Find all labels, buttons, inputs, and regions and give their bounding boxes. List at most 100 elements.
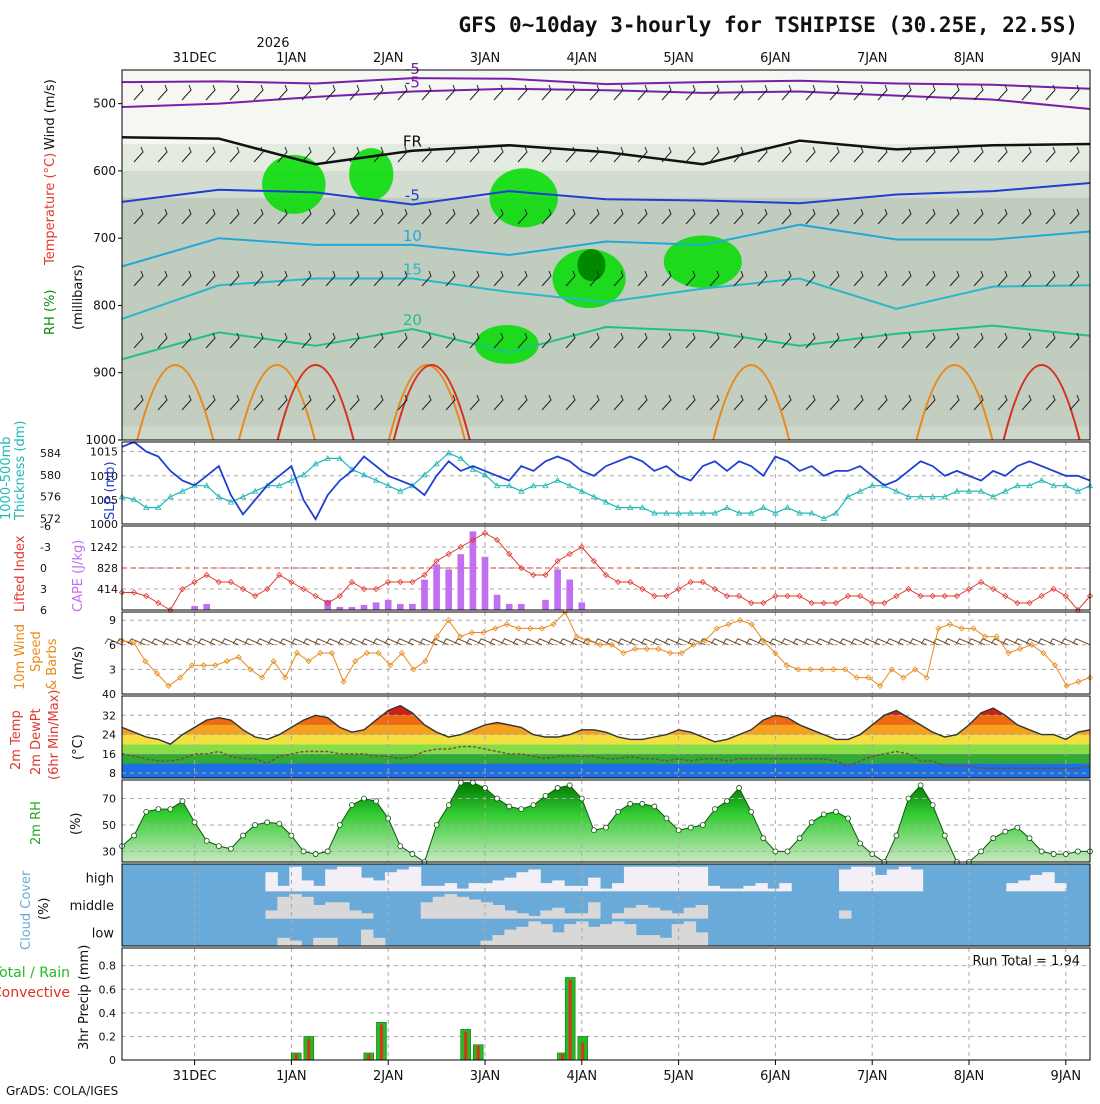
- rh2m-line-point: [603, 824, 609, 831]
- year-label: 2026: [256, 36, 289, 51]
- rh2m-line-point: [990, 835, 997, 842]
- lifted-index-line-point: [639, 585, 646, 593]
- wind-barb: [829, 84, 840, 101]
- wind-barb: [541, 332, 552, 349]
- wind-barb: [661, 270, 672, 287]
- wind-barb: [853, 208, 864, 225]
- thickness-line-point: [276, 482, 283, 489]
- lifted-index-line-point: [917, 592, 924, 600]
- thickness-line-point: [336, 455, 343, 461]
- cloud-cell: [659, 866, 673, 892]
- wind-barb: [397, 84, 408, 101]
- cloud-cell: [695, 866, 709, 892]
- cloud-cell: [731, 888, 744, 892]
- cloud-cell: [683, 907, 697, 919]
- wind-barb: [589, 146, 600, 163]
- rh-green-zone: [489, 168, 558, 228]
- wind-barb: [205, 146, 216, 163]
- wind-barb: [901, 208, 912, 225]
- wind-barb: [685, 84, 696, 101]
- thickness-line-point: [748, 509, 755, 516]
- thickness-line-point: [784, 504, 791, 511]
- wind-barb: [157, 332, 168, 349]
- cloud-cell: [504, 877, 517, 892]
- lifted-index-line-point: [687, 578, 694, 586]
- lifted-index-line-point: [1002, 592, 1009, 600]
- wind-barb: [829, 146, 840, 163]
- lifted-index-line-point: [590, 557, 597, 565]
- wind-speed-line-point: [900, 674, 907, 681]
- rh2m-line-point: [240, 832, 246, 839]
- wind-barb: [493, 394, 504, 411]
- rh2m-tick-label: 50: [102, 819, 116, 832]
- wind-barb: [781, 270, 792, 287]
- cloud-cell: [611, 883, 625, 892]
- thickness-line-point: [929, 493, 936, 500]
- contour-label: 15: [403, 261, 422, 279]
- cloud-cell: [516, 913, 529, 919]
- wind-barb: [949, 146, 960, 163]
- wind-barb: [181, 332, 192, 349]
- wind-barb: [637, 394, 648, 411]
- wind-barb: [685, 394, 696, 411]
- wind-speed-line-point: [643, 645, 650, 652]
- rh2m-line-point: [1038, 848, 1045, 855]
- rh2m-line-point: [131, 832, 138, 839]
- wind-barb: [877, 270, 888, 287]
- thickness-line-point: [360, 471, 368, 478]
- wind-speed-line-point: [608, 641, 615, 648]
- cape-bar: [481, 556, 489, 610]
- pressure-tick-label: 800: [93, 298, 116, 312]
- cloud-cell: [635, 905, 649, 919]
- lifted-index-line-point: [481, 529, 489, 537]
- thickness-line-point: [917, 493, 924, 500]
- cloud-cell: [552, 880, 565, 892]
- wind-barb: [637, 208, 648, 225]
- wind-barb: [877, 332, 888, 349]
- cape-bar: [384, 599, 392, 610]
- wind-barb: [589, 208, 600, 225]
- wind-speed-line-point: [235, 654, 242, 661]
- wind-barb: [757, 332, 768, 349]
- cape-bar: [566, 579, 574, 610]
- thickness-line-point: [869, 482, 876, 489]
- wind-barb: [805, 270, 816, 287]
- wind-barb: [877, 84, 888, 101]
- cloud-cell: [600, 924, 613, 946]
- wind-speed-line-point: [445, 617, 452, 624]
- thickness-line-point: [675, 509, 682, 516]
- cloud-cell: [1054, 883, 1067, 892]
- thickness-line-point: [941, 493, 948, 500]
- lifted-index-line-point: [772, 592, 779, 600]
- wind-speed-line-point: [853, 674, 860, 681]
- cloud-cell: [337, 866, 350, 892]
- wind-speed-line-point: [877, 682, 884, 689]
- rh2m-line-point: [518, 806, 525, 812]
- cloud-cell: [492, 880, 505, 892]
- precip-convective-bar: [568, 979, 572, 1060]
- temperature-band: [122, 734, 1090, 745]
- cloud-cell: [372, 880, 386, 892]
- cloud-cell: [528, 915, 541, 919]
- cloud-cell: [623, 866, 637, 892]
- wind-barb: [133, 394, 144, 411]
- wind-barb: [757, 84, 768, 101]
- wind-barb: [253, 84, 264, 101]
- wind-barb: [709, 208, 720, 225]
- wind-barb: [301, 146, 312, 163]
- wind-barb: [421, 146, 432, 163]
- precip-convective-bar: [464, 1031, 468, 1060]
- slp-axis-label: SLP (mb): [103, 461, 118, 520]
- wind-barb: [277, 270, 288, 287]
- wind-barb: [853, 146, 864, 163]
- cloud-cell: [874, 874, 888, 892]
- cloud-cell: [408, 866, 422, 892]
- surface-temperature-arc: [712, 364, 791, 441]
- wind-speed-line-point: [1063, 682, 1070, 689]
- wind-barb: [613, 332, 624, 349]
- rh2m-line-point: [203, 837, 210, 844]
- lifted-index-line-point: [239, 585, 247, 593]
- thickness-line-point: [663, 509, 670, 516]
- lifted-index-line-point: [844, 592, 852, 600]
